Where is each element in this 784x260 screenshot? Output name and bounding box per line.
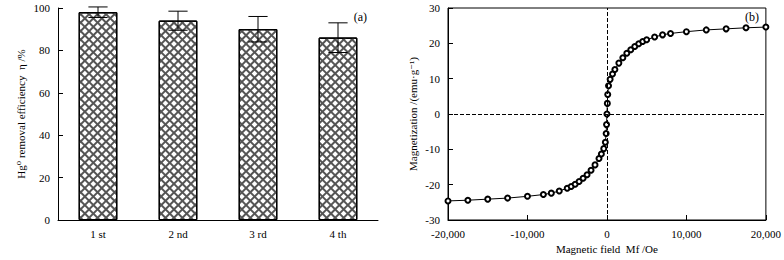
svg-text:0: 0 [45,214,51,226]
svg-text:4 th: 4 th [330,228,347,240]
svg-text:10: 10 [429,73,441,85]
svg-text:20: 20 [39,172,51,184]
svg-text:-20,000: -20,000 [431,228,465,240]
svg-text:0: 0 [435,108,441,120]
svg-text:10,000: 10,000 [671,228,702,240]
svg-text:3 rd: 3 rd [249,228,267,240]
svg-text:30: 30 [429,2,441,14]
svg-text:0: 0 [604,228,610,240]
svg-text:20,000: 20,000 [751,228,782,240]
svg-text:1 st: 1 st [90,228,106,240]
svg-text:Hg⁰ removal efficiency η /%: Hg⁰ removal efficiency η /% [15,49,27,178]
svg-text:-20: -20 [425,179,440,191]
svg-text:Magnetic field Mf /Oe: Magnetic field Mf /Oe [556,243,658,255]
svg-text:80: 80 [39,44,51,56]
svg-text:20: 20 [429,37,441,49]
svg-text:40: 40 [39,129,51,141]
svg-text:Magnetization /(emu·g⁻¹): Magnetization /(emu·g⁻¹) [407,57,420,171]
svg-text:-10: -10 [425,143,440,155]
svg-text:-10,000: -10,000 [511,228,545,240]
svg-text:(b): (b) [745,10,759,24]
svg-text:-30: -30 [425,214,440,226]
svg-text:60: 60 [39,87,51,99]
svg-text:100: 100 [34,2,51,14]
svg-text:2 nd: 2 nd [168,228,188,240]
svg-text:(a): (a) [354,10,367,24]
